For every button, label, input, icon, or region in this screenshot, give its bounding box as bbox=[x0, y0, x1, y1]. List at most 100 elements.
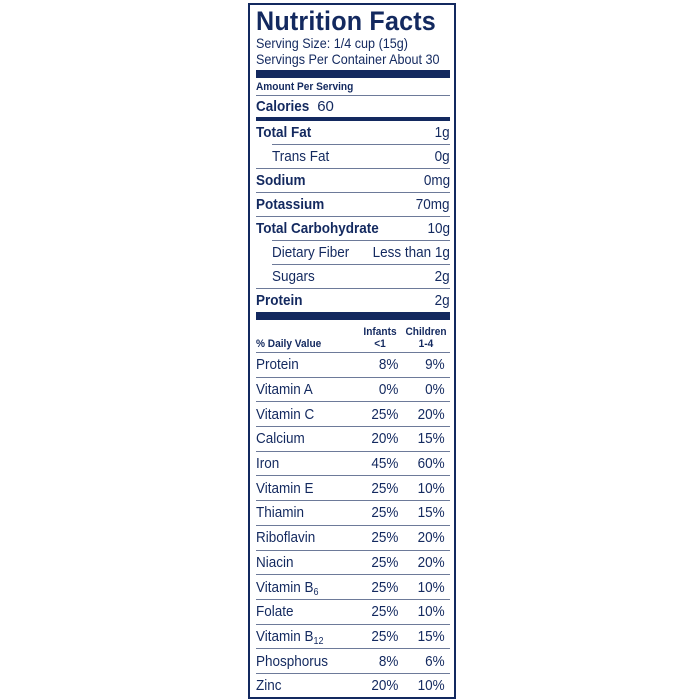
divider bbox=[256, 426, 450, 428]
nutrient-name-text: Phosphorus bbox=[256, 652, 329, 670]
thick-divider bbox=[256, 312, 450, 320]
infants-value: 25% bbox=[371, 529, 399, 547]
nutrient-row: Potassium 70mg bbox=[256, 193, 450, 216]
nutrient-name: Riboflavin bbox=[256, 529, 348, 546]
nutrient-name-text: Niacin bbox=[256, 553, 294, 571]
daily-value-row: Riboflavin 25% 20% bbox=[256, 526, 450, 550]
servings-per-container: Servings Per Container About 30 bbox=[256, 51, 440, 67]
daily-value-row: Niacin 25% 20% bbox=[256, 551, 450, 575]
nutrient-name: Vitamin E bbox=[256, 480, 348, 497]
infants-value: 25% bbox=[371, 553, 399, 571]
children-value: 20% bbox=[417, 405, 445, 423]
label-title: Nutrition Facts bbox=[256, 6, 436, 36]
divider bbox=[256, 524, 450, 526]
children-header-line2: 1-4 bbox=[418, 338, 434, 350]
nutrient-name-text: Vitamin A bbox=[256, 381, 313, 399]
nutrient-name: Total Carbohydrate bbox=[256, 220, 379, 237]
nutrient-value: 2g bbox=[434, 268, 450, 285]
divider bbox=[256, 168, 450, 169]
infants-header-line2: <1 bbox=[374, 338, 386, 350]
daily-value-row: Vitamin B6 25% 10% bbox=[256, 575, 450, 599]
nutrient-name: Niacin bbox=[256, 554, 348, 571]
daily-value-title: % Daily Value bbox=[256, 338, 322, 350]
nutrient-name: Vitamin C bbox=[256, 406, 348, 423]
nutrient-row: Trans Fat 0g bbox=[272, 145, 450, 168]
nutrient-name-text: Riboflavin bbox=[256, 529, 316, 547]
divider bbox=[256, 598, 450, 600]
daily-value-row: Vitamin C 25% 20% bbox=[256, 402, 450, 426]
children-column-header: Children 1-4 bbox=[404, 326, 448, 350]
nutrient-name: Dietary Fiber bbox=[272, 244, 350, 261]
infants-column-header: Infants <1 bbox=[360, 326, 400, 350]
divider bbox=[256, 450, 450, 452]
children-value: 10% bbox=[417, 603, 445, 621]
children-value: 10% bbox=[417, 677, 445, 695]
nutrient-name-text: Zinc bbox=[256, 677, 282, 695]
nutrient-name-text: Vitamin B bbox=[256, 627, 314, 645]
nutrient-row: Sodium 0mg bbox=[256, 169, 450, 192]
infants-value: 25% bbox=[371, 603, 399, 621]
amount-per-serving: Amount Per Serving bbox=[256, 81, 354, 93]
nutrient-name: Thiamin bbox=[256, 504, 348, 521]
nutrient-name-text: Folate bbox=[256, 603, 294, 621]
nutrient-row: Sugars 2g bbox=[272, 265, 450, 288]
children-value: 15% bbox=[417, 504, 445, 522]
nutrient-value: Less than 1g bbox=[372, 244, 450, 261]
thick-divider bbox=[256, 70, 450, 78]
divider bbox=[256, 401, 450, 403]
nutrient-name: Iron bbox=[256, 455, 348, 472]
divider bbox=[256, 475, 450, 477]
nutrient-name: Vitamin A bbox=[256, 381, 348, 398]
nutrient-name-text: Vitamin C bbox=[256, 405, 315, 423]
divider bbox=[256, 549, 450, 551]
nutrient-name: Total Fat bbox=[256, 124, 312, 141]
divider bbox=[256, 288, 450, 289]
daily-value-row: Vitamin E 25% 10% bbox=[256, 476, 450, 500]
daily-value-row: Vitamin B12 25% 15% bbox=[256, 625, 450, 649]
nutrient-row: Protein 2g bbox=[256, 289, 450, 312]
divider bbox=[256, 192, 450, 193]
nutrient-name: Potassium bbox=[256, 196, 325, 213]
infants-value: 25% bbox=[371, 627, 399, 645]
children-value: 10% bbox=[417, 479, 445, 497]
divider bbox=[256, 623, 450, 625]
nutrient-name: Trans Fat bbox=[272, 148, 330, 165]
divider bbox=[256, 216, 450, 217]
nutrient-name-text: Vitamin B bbox=[256, 578, 314, 596]
nutrient-name: Vitamin B12 bbox=[256, 627, 348, 647]
nutrient-name-text: Thiamin bbox=[256, 504, 305, 522]
daily-value-header: % Daily Value Infants <1 Children 1-4 bbox=[256, 320, 450, 352]
nutrient-name: Sugars bbox=[272, 268, 315, 285]
calories-label: Calories bbox=[256, 98, 310, 115]
daily-value-row: Protein 8% 9% bbox=[256, 353, 450, 377]
divider bbox=[256, 376, 450, 378]
divider bbox=[256, 648, 450, 650]
nutrient-row: Total Fat 1g bbox=[256, 121, 450, 144]
daily-value-row: Calcium 20% 15% bbox=[256, 427, 450, 451]
children-value: 15% bbox=[417, 430, 445, 448]
children-value: 60% bbox=[417, 455, 445, 473]
children-value: 15% bbox=[417, 627, 445, 645]
nutrient-name-text: Iron bbox=[256, 455, 280, 473]
children-value: 20% bbox=[417, 529, 445, 547]
medium-divider bbox=[256, 117, 450, 121]
children-value: 0% bbox=[425, 381, 445, 399]
daily-value-row: Iron 45% 60% bbox=[256, 452, 450, 476]
nutrient-name: Zinc bbox=[256, 677, 348, 694]
infants-value: 45% bbox=[371, 455, 399, 473]
nutrient-name-text: Vitamin E bbox=[256, 479, 314, 497]
infants-value: 8% bbox=[378, 356, 399, 374]
nutrient-value: 70mg bbox=[416, 196, 450, 213]
nutrient-name: Protein bbox=[256, 292, 303, 309]
children-value: 6% bbox=[425, 652, 445, 670]
nutrient-row: Total Carbohydrate 10g bbox=[256, 217, 450, 240]
nutrient-name: Protein bbox=[256, 356, 348, 373]
daily-value-row: Zinc 20% 10% bbox=[256, 674, 450, 698]
infants-value: 20% bbox=[371, 430, 399, 448]
nutrition-facts-label: Nutrition Facts Serving Size: 1/4 cup (1… bbox=[248, 3, 456, 699]
infants-value: 0% bbox=[378, 381, 399, 399]
nutrient-name-text: Protein bbox=[256, 356, 299, 374]
nutrient-value: 10g bbox=[427, 220, 450, 237]
divider bbox=[256, 352, 450, 353]
daily-value-table: Protein 8% 9% Vitamin A 0% 0% Vitamin C 25% 20% C… bbox=[256, 352, 450, 698]
